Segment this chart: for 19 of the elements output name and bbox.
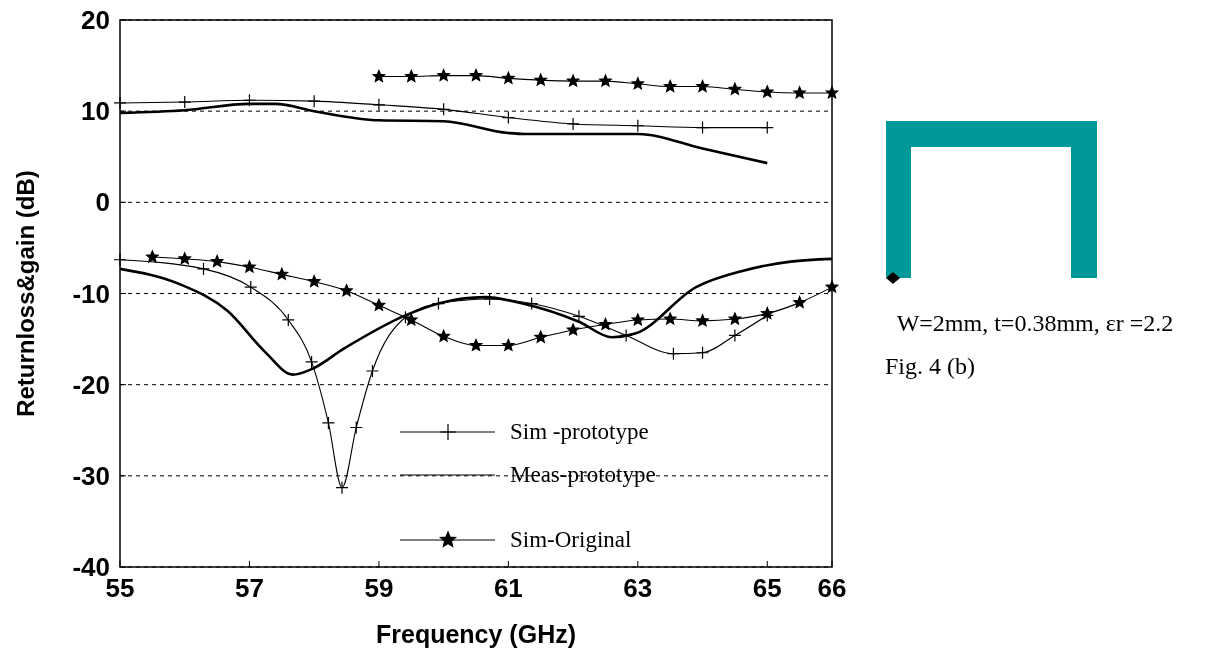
x-tick-label: 57 xyxy=(234,573,264,603)
y-tick-label: -30 xyxy=(72,460,110,491)
x-tick-label: 63 xyxy=(623,573,653,603)
x-tick-label: 61 xyxy=(493,573,523,603)
y-axis-title: Returnloss&gain (dB) xyxy=(12,170,39,417)
y-tick-label: 20 xyxy=(81,5,110,35)
legend-label: Sim-Original xyxy=(510,527,632,552)
y-tick-label: 0 xyxy=(95,187,110,218)
x-tick-label: 66 xyxy=(817,573,847,603)
x-tick-label: 59 xyxy=(364,573,394,603)
y-tick-label: -10 xyxy=(72,278,110,309)
text: W=2mm, t=0.38mm, εr =2.2 xyxy=(896,310,1174,336)
y-tick-label: -20 xyxy=(72,369,110,400)
caption: Fig. 4 (b) xyxy=(885,353,975,379)
x-axis-title: Frequency (GHz) xyxy=(375,620,577,648)
x-tick-label: 65 xyxy=(752,573,782,603)
legend-label: Meas-prototype xyxy=(510,462,656,487)
y-tick-label: 10 xyxy=(81,96,110,127)
legend-label: Sim -prototype xyxy=(510,419,649,444)
